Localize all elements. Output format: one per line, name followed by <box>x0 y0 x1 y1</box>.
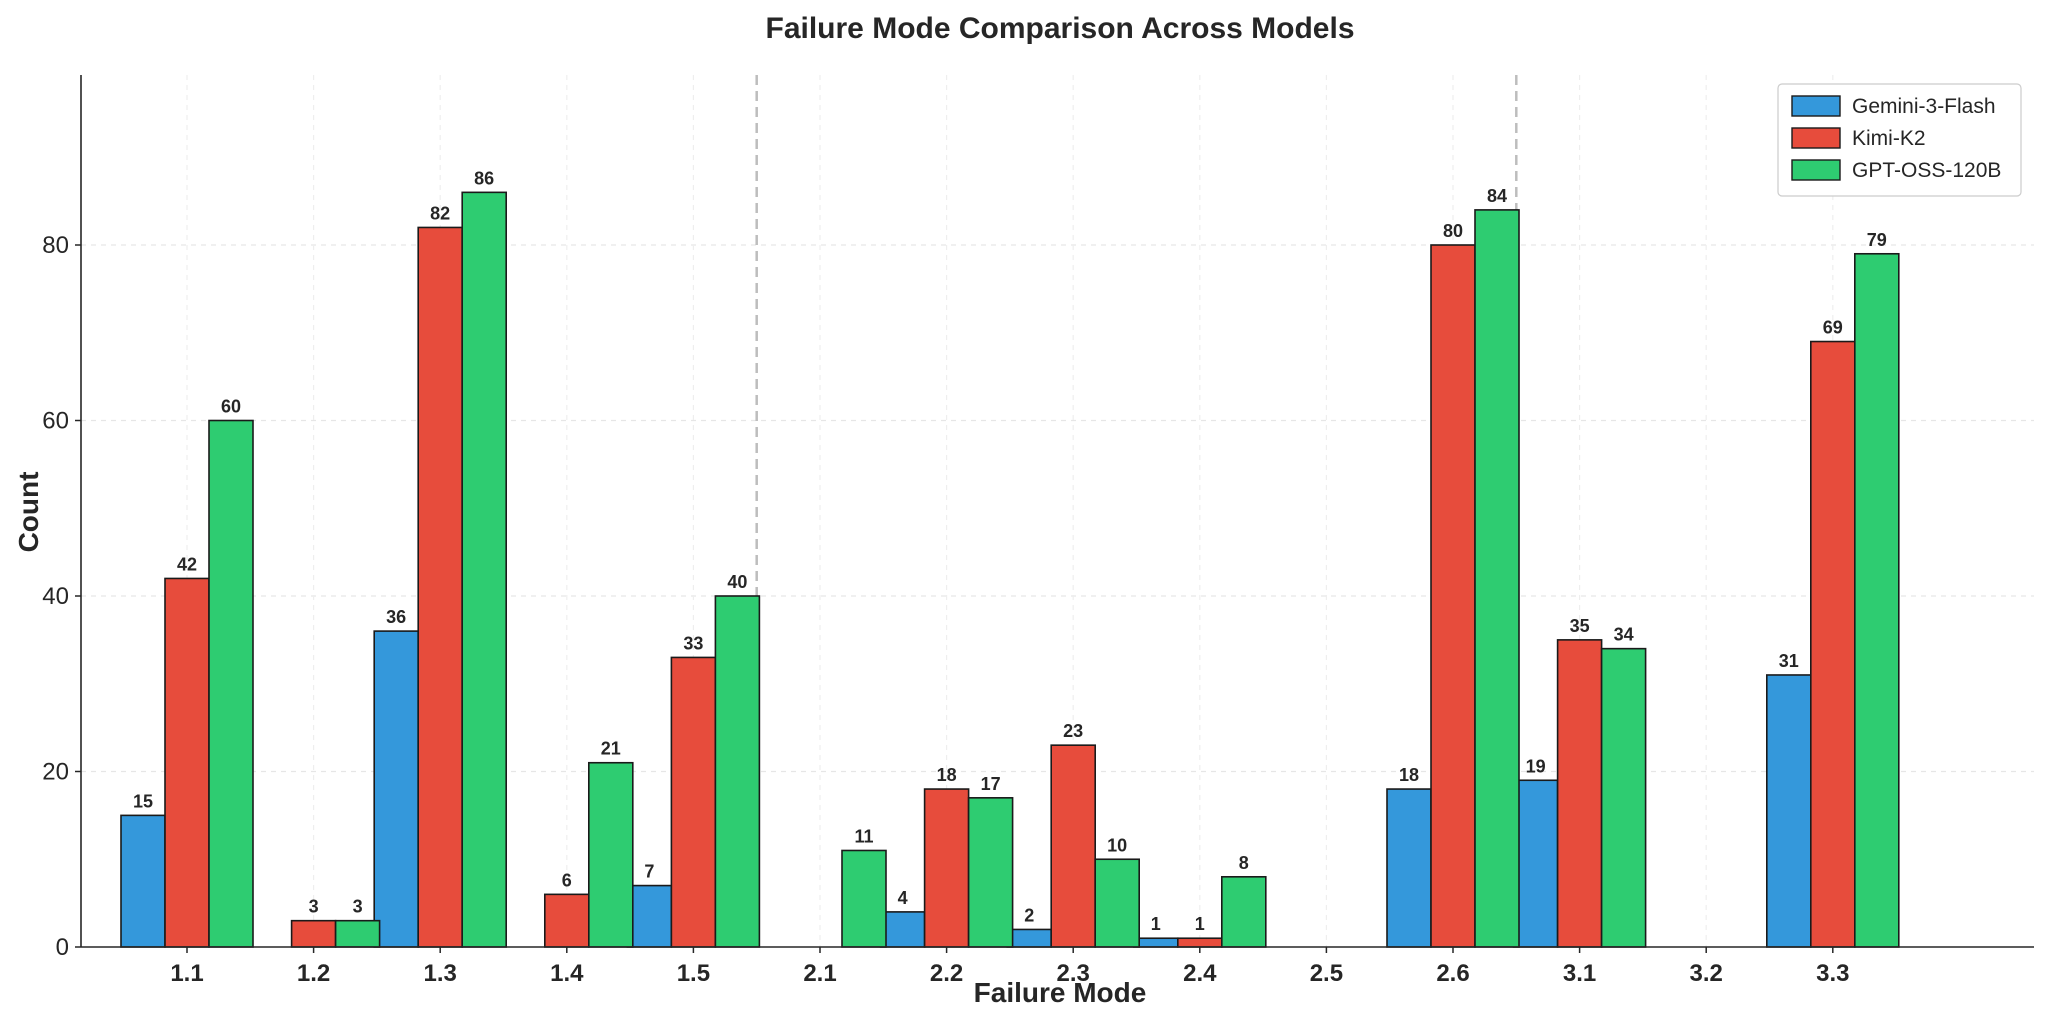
bar-gpt-oss-120b <box>1221 875 1267 948</box>
bar-gemini-3-flash <box>1133 937 1179 948</box>
x-axis-label: Failure Mode <box>974 977 1147 1008</box>
bar-gemini-3-flash <box>879 911 926 948</box>
x-tick-label: 1.1 <box>170 960 203 987</box>
ticks-layer: 0 20 40 60 80 1.1 1.2 1.3 1.4 1.5 2.1 2.2 2.3 2.4 2.5 2… <box>42 232 1849 987</box>
bar-kimi-k2 <box>1810 340 1856 948</box>
data-label-gpt-oss-120b: 17 <box>981 774 1001 794</box>
legend: Gemini-3-Flash Kimi-K2 GPT-OSS-120B <box>1777 83 2022 197</box>
bar-kimi-k2 <box>164 577 210 948</box>
x-tick-label: 2.2 <box>930 960 963 987</box>
data-label-kimi-k2: 33 <box>683 633 703 653</box>
data-label-gpt-oss-120b: 11 <box>854 826 873 846</box>
legend-label-gpt-oss-120b: GPT-OSS-120B <box>1852 159 2001 182</box>
data-label-kimi-k2: 82 <box>430 203 450 223</box>
bar-kimi-k2 <box>923 788 970 948</box>
data-label-gemini-3-flash: 36 <box>386 607 406 627</box>
legend-label-gemini-3-flash: Gemini-3-Flash <box>1852 95 1996 118</box>
bar-gemini-3-flash <box>373 630 420 948</box>
x-tick-label: 2.5 <box>1310 960 1343 987</box>
legend-swatch-gemini-3-flash <box>1791 95 1841 117</box>
bar-kimi-k2 <box>1177 937 1223 948</box>
x-tick-label: 1.2 <box>297 960 330 987</box>
data-label-gemini-3-flash: 2 <box>1024 905 1034 925</box>
y-tick-label: 40 <box>42 583 69 610</box>
data-label-kimi-k2: 18 <box>937 765 957 785</box>
bar-gpt-oss-120b <box>208 419 254 948</box>
bars-layer <box>120 191 1900 948</box>
bar-gemini-3-flash <box>1386 788 1432 948</box>
data-label-kimi-k2: 42 <box>177 554 197 574</box>
x-tick-label: 3.2 <box>1690 960 1723 987</box>
x-tick-label: 2.1 <box>803 960 836 987</box>
bar-gemini-3-flash <box>1006 928 1053 948</box>
data-label-gemini-3-flash: 19 <box>1526 756 1546 776</box>
x-tick-label: 2.6 <box>1436 960 1469 987</box>
data-label-gpt-oss-120b: 84 <box>1487 186 1507 206</box>
bar-gpt-oss-120b <box>461 191 508 948</box>
data-label-gemini-3-flash: 4 <box>898 888 908 908</box>
x-tick-label: 2.4 <box>1183 960 1217 987</box>
bar-kimi-k2 <box>1430 244 1476 948</box>
legend-swatch-gpt-oss-120b <box>1791 159 1841 181</box>
data-label-gpt-oss-120b: 79 <box>1867 230 1887 250</box>
legend-swatch-kimi-k2 <box>1791 127 1841 149</box>
x-tick-label: 1.4 <box>550 960 584 987</box>
data-label-gpt-oss-120b: 34 <box>1614 625 1634 645</box>
bar-gpt-oss-120b <box>1854 252 1900 948</box>
data-label-gpt-oss-120b: 60 <box>221 397 241 417</box>
data-label-kimi-k2: 23 <box>1063 721 1083 741</box>
data-label-gemini-3-flash: 7 <box>644 862 654 882</box>
legend-label-kimi-k2: Kimi-K2 <box>1852 127 1926 150</box>
data-label-gemini-3-flash: 18 <box>1399 765 1419 785</box>
data-label-gpt-oss-120b: 3 <box>353 897 363 917</box>
data-label-gpt-oss-120b: 8 <box>1239 853 1249 873</box>
data-label-kimi-k2: 1 <box>1195 914 1205 934</box>
data-label-gemini-3-flash: 1 <box>1151 914 1161 934</box>
bar-gpt-oss-120b <box>334 919 381 948</box>
data-label-kimi-k2: 35 <box>1570 616 1590 636</box>
data-label-gemini-3-flash: 31 <box>1779 651 1799 671</box>
x-tick-label: 1.5 <box>677 960 710 987</box>
bar-kimi-k2 <box>417 226 464 948</box>
x-tick-label: 3.3 <box>1816 960 1849 987</box>
bar-gemini-3-flash <box>1512 779 1559 948</box>
bar-kimi-k2 <box>1050 744 1096 948</box>
data-label-gpt-oss-120b: 10 <box>1107 835 1127 855</box>
data-label-gpt-oss-120b: 21 <box>601 739 621 759</box>
bar-kimi-k2 <box>543 893 590 948</box>
x-tick-label: 3.1 <box>1563 960 1596 987</box>
bar-gpt-oss-120b <box>841 849 887 948</box>
bar-gpt-oss-120b <box>1600 647 1647 948</box>
bar-gemini-3-flash <box>626 884 673 948</box>
y-tick-label: 60 <box>42 408 69 435</box>
y-tick-label: 20 <box>42 759 69 786</box>
data-label-gemini-3-flash: 15 <box>133 791 153 811</box>
bar-gemini-3-flash <box>120 814 166 948</box>
y-tick-label: 80 <box>42 232 69 259</box>
data-label-gpt-oss-120b: 40 <box>727 572 747 592</box>
x-tick-label: 1.3 <box>424 960 457 987</box>
data-label-kimi-k2: 69 <box>1823 318 1843 338</box>
x-tick-label: 2.3 <box>1057 960 1090 987</box>
bar-gpt-oss-120b <box>1094 858 1140 948</box>
bar-kimi-k2 <box>290 919 337 948</box>
bar-kimi-k2 <box>670 656 717 948</box>
data-label-kimi-k2: 6 <box>562 870 572 890</box>
bar-gemini-3-flash <box>1766 674 1812 948</box>
data-label-kimi-k2: 3 <box>309 897 319 917</box>
y-axis-label: Count <box>13 472 44 553</box>
data-label-gpt-oss-120b: 86 <box>474 168 494 188</box>
data-label-kimi-k2: 80 <box>1443 221 1463 241</box>
bar-gpt-oss-120b <box>1474 209 1520 948</box>
bar-gpt-oss-120b <box>714 595 761 948</box>
bar-kimi-k2 <box>1556 639 1603 948</box>
chart-title: Failure Mode Comparison Across Models <box>766 12 1355 45</box>
y-tick-label: 0 <box>56 934 69 961</box>
axes-layer <box>80 75 2034 948</box>
bar-gpt-oss-120b <box>967 797 1014 948</box>
bar-gpt-oss-120b <box>587 761 634 948</box>
